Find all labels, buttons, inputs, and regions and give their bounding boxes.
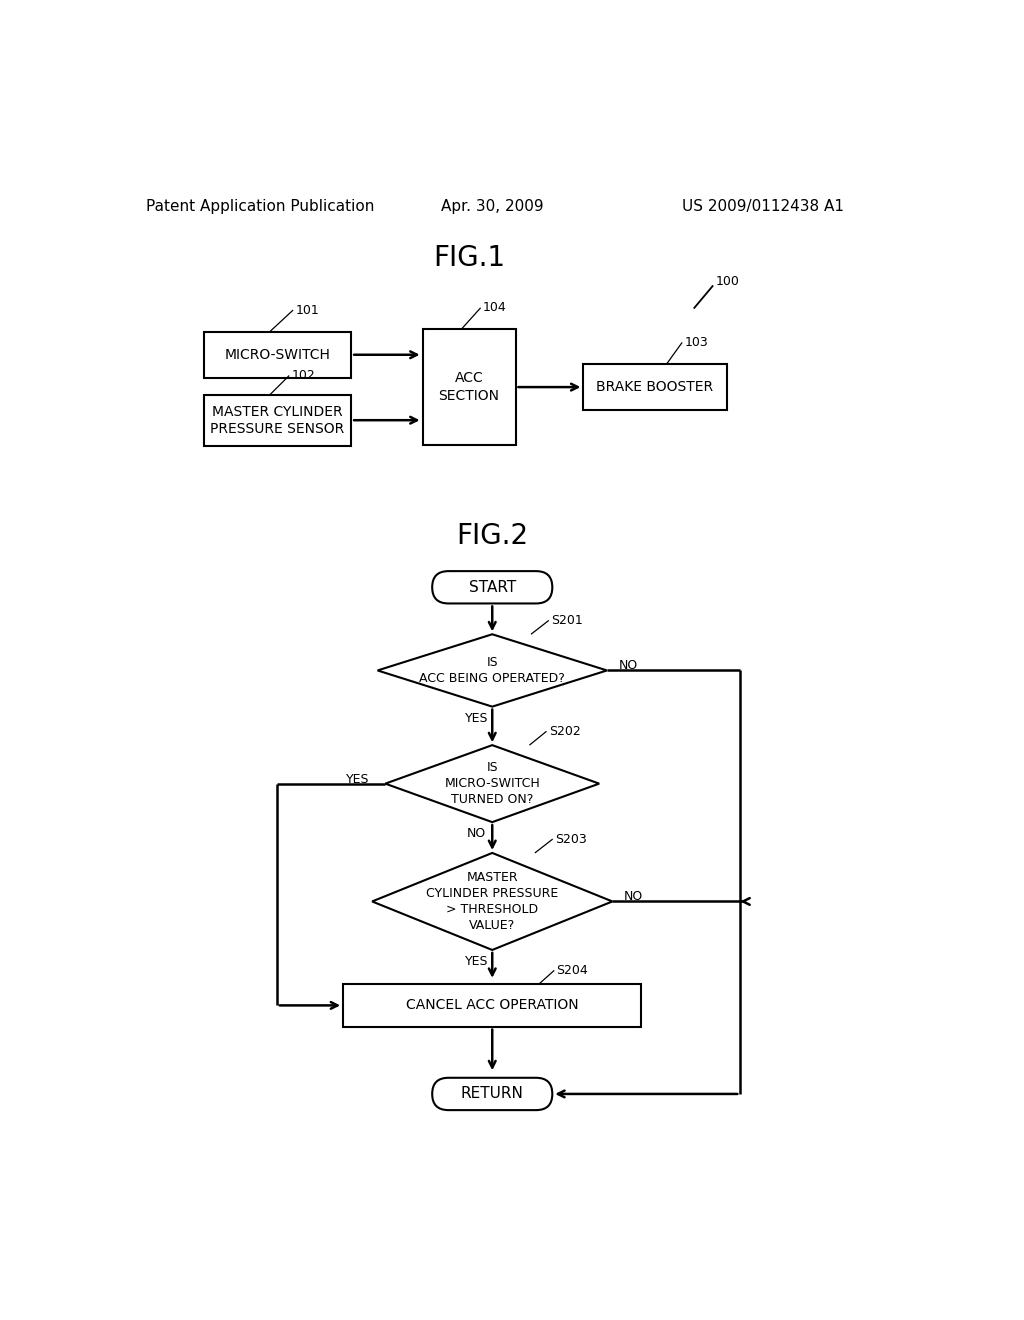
Text: YES: YES	[465, 711, 488, 725]
Text: S202: S202	[549, 725, 581, 738]
Text: NO: NO	[467, 828, 486, 841]
Text: Apr. 30, 2009: Apr. 30, 2009	[441, 198, 544, 214]
Text: S204: S204	[557, 964, 589, 977]
Bar	[204, 331, 351, 378]
Polygon shape	[385, 744, 599, 822]
Bar	[423, 330, 515, 445]
Text: CANCEL ACC OPERATION: CANCEL ACC OPERATION	[406, 998, 579, 1012]
Text: NO: NO	[618, 659, 638, 672]
Text: FIG.2: FIG.2	[456, 521, 528, 549]
Text: IS
ACC BEING OPERATED?: IS ACC BEING OPERATED?	[419, 656, 565, 685]
Text: IS
MICRO-SWITCH
TURNED ON?: IS MICRO-SWITCH TURNED ON?	[444, 762, 540, 807]
Text: BRAKE BOOSTER: BRAKE BOOSTER	[596, 380, 714, 395]
Text: 104: 104	[483, 301, 507, 314]
Text: RETURN: RETURN	[461, 1086, 523, 1101]
Text: ACC
SECTION: ACC SECTION	[438, 371, 500, 403]
Text: NO: NO	[624, 890, 643, 903]
Bar	[343, 985, 641, 1027]
Text: S203: S203	[555, 833, 587, 846]
Text: YES: YES	[465, 954, 488, 968]
Text: FIG.1: FIG.1	[433, 244, 505, 272]
Text: MASTER
CYLINDER PRESSURE
> THRESHOLD
VALUE?: MASTER CYLINDER PRESSURE > THRESHOLD VAL…	[426, 871, 558, 932]
Text: MICRO-SWITCH: MICRO-SWITCH	[224, 347, 331, 362]
Text: US 2009/0112438 A1: US 2009/0112438 A1	[683, 198, 845, 214]
Text: 103: 103	[684, 335, 709, 348]
FancyBboxPatch shape	[432, 572, 552, 603]
Text: YES: YES	[346, 772, 370, 785]
Text: MASTER CYLINDER
PRESSURE SENSOR: MASTER CYLINDER PRESSURE SENSOR	[211, 404, 345, 436]
FancyBboxPatch shape	[432, 1077, 552, 1110]
Text: START: START	[469, 579, 516, 595]
Bar	[584, 364, 727, 411]
Text: 101: 101	[295, 304, 319, 317]
Text: 100: 100	[716, 275, 739, 288]
Bar	[204, 395, 351, 446]
Text: Patent Application Publication: Patent Application Publication	[145, 198, 374, 214]
Text: S201: S201	[551, 614, 583, 627]
Polygon shape	[372, 853, 612, 950]
Text: 102: 102	[292, 370, 315, 381]
Polygon shape	[378, 635, 607, 706]
